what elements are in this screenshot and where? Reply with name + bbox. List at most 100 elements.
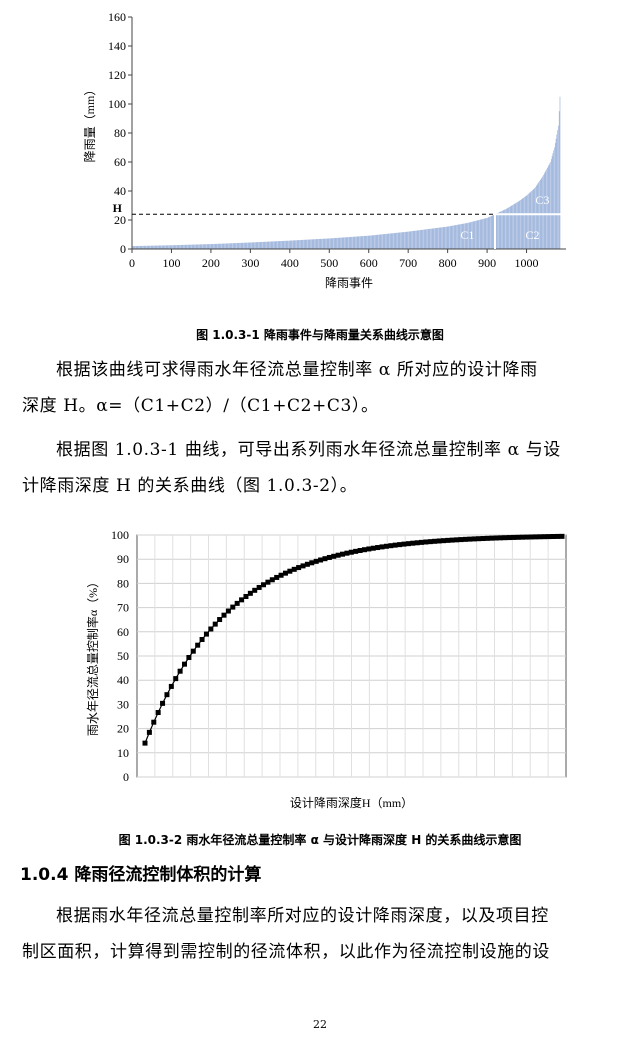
bar bbox=[309, 239, 311, 249]
bar bbox=[223, 243, 225, 249]
data-point bbox=[348, 549, 354, 555]
bar bbox=[193, 244, 195, 249]
bar bbox=[393, 233, 394, 249]
bar bbox=[288, 240, 289, 249]
bar bbox=[293, 240, 295, 249]
bar bbox=[254, 242, 255, 249]
bar bbox=[140, 245, 142, 249]
bar bbox=[307, 239, 308, 249]
bar bbox=[218, 243, 219, 249]
bar bbox=[342, 237, 344, 249]
paragraph-2-line-1: 根据图 1.0.3-1 曲线，可导出系列雨水年径流总量控制率 α 与设 bbox=[56, 440, 561, 460]
bar bbox=[503, 209, 505, 249]
bar bbox=[331, 238, 333, 249]
bar bbox=[222, 243, 224, 249]
bar bbox=[304, 239, 305, 249]
bar bbox=[186, 244, 188, 249]
data-point bbox=[261, 582, 267, 588]
bar bbox=[187, 244, 188, 249]
bar bbox=[481, 219, 483, 249]
data-point bbox=[199, 636, 205, 642]
x-tick-label: 400 bbox=[281, 256, 299, 270]
bar bbox=[444, 226, 446, 249]
bar bbox=[393, 233, 395, 249]
data-point bbox=[252, 587, 258, 593]
bar bbox=[350, 236, 352, 249]
y-tick-label: 160 bbox=[108, 10, 126, 24]
bar bbox=[438, 227, 439, 249]
data-point bbox=[414, 540, 420, 546]
bar bbox=[270, 241, 271, 249]
bar bbox=[170, 245, 172, 249]
bar bbox=[348, 237, 349, 249]
paragraph-3-line-1: 根据雨水年径流总量控制率所对应的设计降雨深度，以及项目控 bbox=[56, 906, 549, 926]
data-point bbox=[506, 535, 512, 541]
bar bbox=[212, 244, 214, 249]
bar bbox=[445, 226, 446, 249]
bar bbox=[557, 130, 558, 249]
bar bbox=[461, 223, 463, 249]
bar bbox=[390, 233, 391, 249]
bar bbox=[229, 243, 231, 249]
bar bbox=[347, 237, 349, 249]
bar bbox=[398, 232, 400, 249]
bar bbox=[485, 218, 487, 249]
data-point bbox=[423, 539, 429, 545]
bar bbox=[431, 228, 432, 249]
bar bbox=[534, 188, 536, 249]
bar bbox=[326, 238, 327, 249]
bar bbox=[321, 238, 322, 249]
bar bbox=[290, 240, 292, 249]
bar bbox=[345, 237, 347, 249]
data-point bbox=[221, 612, 227, 618]
bar bbox=[386, 233, 388, 249]
bar bbox=[405, 231, 407, 249]
data-point bbox=[440, 538, 446, 544]
series-line bbox=[144, 535, 563, 744]
bar bbox=[267, 241, 269, 249]
bar bbox=[363, 235, 365, 249]
bar bbox=[459, 224, 461, 249]
bar bbox=[364, 235, 366, 249]
bar bbox=[502, 210, 504, 249]
data-point bbox=[296, 565, 302, 571]
bar bbox=[279, 241, 281, 249]
bar bbox=[156, 245, 158, 249]
bar bbox=[543, 175, 544, 249]
bar bbox=[466, 223, 468, 249]
bar bbox=[153, 245, 154, 249]
bar bbox=[408, 231, 409, 249]
bar bbox=[506, 208, 507, 249]
bar bbox=[208, 244, 210, 249]
data-point bbox=[484, 535, 490, 541]
bar bbox=[500, 211, 502, 249]
bar bbox=[372, 235, 374, 249]
data-point bbox=[155, 710, 161, 716]
x-axis-title: 设计降雨深度H（mm） bbox=[290, 795, 413, 810]
bar bbox=[286, 240, 288, 249]
bar bbox=[401, 232, 402, 249]
data-point bbox=[432, 538, 438, 544]
h-label: H bbox=[113, 201, 123, 215]
bar bbox=[423, 229, 424, 249]
bar bbox=[277, 241, 278, 249]
bar bbox=[181, 244, 183, 249]
bar bbox=[419, 230, 420, 249]
bar bbox=[535, 186, 536, 249]
bar bbox=[526, 195, 528, 249]
bar bbox=[360, 236, 362, 249]
data-point bbox=[186, 655, 192, 661]
data-point bbox=[265, 579, 271, 585]
bar bbox=[285, 240, 287, 249]
bar bbox=[468, 222, 469, 249]
bar bbox=[285, 240, 286, 249]
bar bbox=[250, 242, 251, 249]
bar bbox=[528, 193, 530, 249]
bar bbox=[147, 245, 149, 249]
bar bbox=[240, 242, 242, 249]
bar bbox=[353, 236, 355, 249]
bar bbox=[379, 234, 381, 249]
bar bbox=[247, 242, 249, 249]
bar bbox=[311, 239, 312, 249]
bar bbox=[375, 234, 377, 249]
